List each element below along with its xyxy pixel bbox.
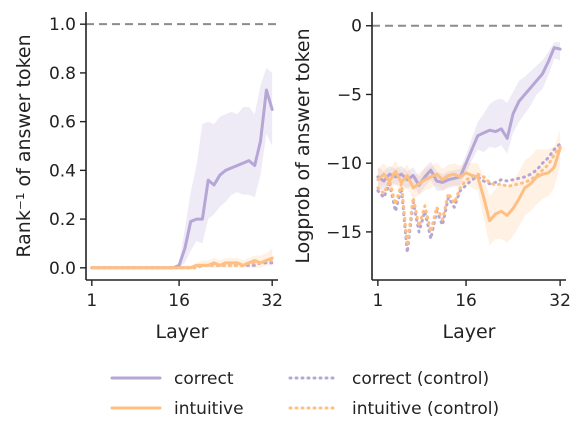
x-tick-label: 1: [86, 291, 97, 311]
x-axis-label: Layer: [156, 321, 209, 343]
y-tick-label: 0.8: [49, 64, 76, 84]
x-tick-label: 32: [261, 291, 283, 311]
y-tick-label: −10: [326, 154, 362, 174]
y-tick-label: 1.0: [49, 15, 76, 35]
y-axis-label: Logprob of answer token: [292, 28, 314, 263]
y-tick-label: 0.0: [49, 259, 76, 279]
series-line-intuitive: [376, 146, 562, 223]
y-tick-label: −5: [337, 85, 362, 105]
legend-label-correct: correct: [174, 369, 234, 389]
x-tick-label: 16: [168, 291, 190, 311]
chart-panel-right: 0 −5 −10 −15 1 16 32 Layer Logprob of answer tok…: [292, 12, 571, 343]
y-tick-label: 0.4: [49, 161, 76, 181]
chart-panel-left: 0.0 0.2 0.4 0.6 0.8 1.0 1 16 32 Layer Rank⁻¹ of an…: [13, 12, 283, 343]
confidence-band-correct: [377, 42, 561, 195]
y-tick-label: 0.6: [49, 113, 76, 133]
confidence-band-correct: [91, 68, 273, 268]
legend-label-intuitive-control: intuitive (control): [352, 399, 499, 419]
x-tick-label: 32: [549, 291, 571, 311]
x-tick-label: 16: [455, 291, 477, 311]
y-axis-label: Rank⁻¹ of answer token: [13, 34, 35, 257]
x-tick-label: 1: [372, 291, 383, 311]
series-line-intuitive: [90, 256, 274, 270]
y-tick-label: 0.2: [49, 210, 76, 230]
legend-label-correct-control: correct (control): [352, 369, 489, 389]
y-tick-label: 0: [351, 17, 362, 37]
confidence-band-intuitive: [377, 130, 561, 246]
x-axis-label: Layer: [443, 321, 496, 343]
legend-label-intuitive: intuitive: [174, 399, 244, 419]
series-line-intuitive-control: [376, 145, 562, 248]
y-tick-label: −15: [326, 223, 362, 243]
legend: correct correct (control) intuitive intuiti…: [110, 369, 499, 419]
